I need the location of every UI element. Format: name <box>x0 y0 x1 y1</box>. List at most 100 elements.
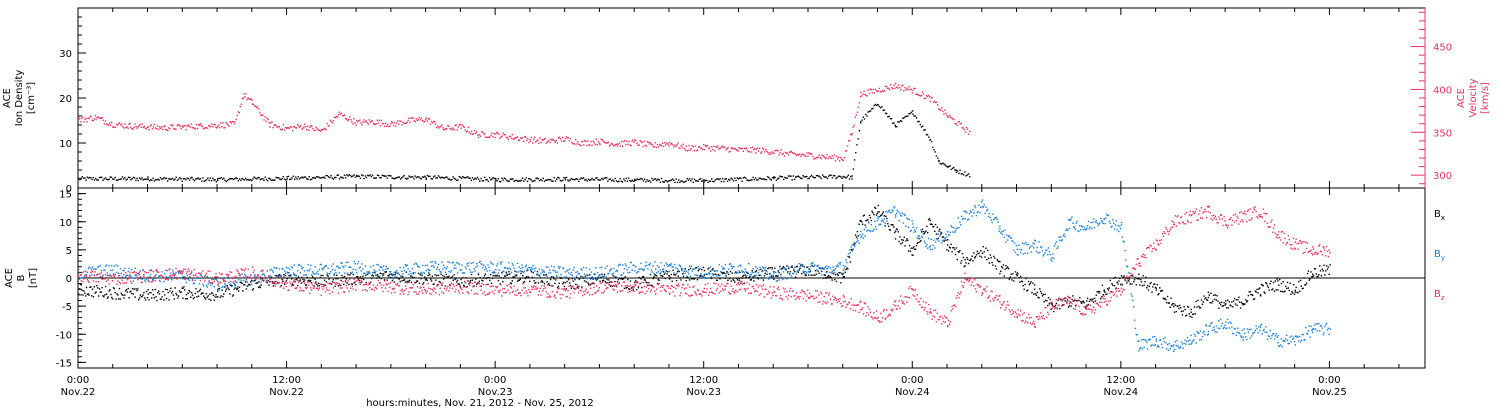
data-point <box>390 273 393 275</box>
data-point <box>967 219 969 221</box>
data-point <box>203 295 205 297</box>
data-point <box>358 120 360 122</box>
data-point <box>832 266 834 268</box>
data-point <box>121 176 124 178</box>
data-point <box>768 278 770 280</box>
data-point <box>608 178 610 181</box>
data-point <box>969 259 971 261</box>
data-point <box>371 120 374 122</box>
data-point <box>808 271 810 273</box>
data-point <box>1002 230 1005 232</box>
data-point <box>1193 333 1196 335</box>
data-point <box>1252 332 1255 334</box>
data-point <box>842 159 845 162</box>
data-point <box>201 292 203 294</box>
data-point <box>1052 253 1054 255</box>
data-point <box>699 147 702 150</box>
x-tick-label-time: 0:00 <box>1318 375 1340 386</box>
data-point <box>537 274 540 276</box>
data-point <box>277 126 279 128</box>
data-point <box>87 177 90 179</box>
data-point <box>490 262 493 265</box>
data-point <box>345 278 348 280</box>
data-point <box>775 280 778 282</box>
data-point <box>337 285 340 287</box>
data-point <box>613 145 615 147</box>
data-point <box>1219 303 1222 306</box>
data-point <box>649 142 652 144</box>
data-point <box>797 154 800 156</box>
data-point <box>272 271 275 273</box>
data-point <box>359 276 361 278</box>
data-point <box>825 277 827 279</box>
data-point <box>296 274 298 277</box>
data-point <box>1242 336 1244 338</box>
data-point <box>477 274 480 276</box>
data-point <box>104 269 106 271</box>
data-point <box>376 119 378 121</box>
data-point <box>881 106 883 108</box>
x-tick-label-time: 12:00 <box>689 375 718 386</box>
data-point <box>309 268 311 270</box>
data-point <box>374 272 376 274</box>
data-point <box>595 138 597 140</box>
data-point <box>909 112 911 115</box>
data-point <box>302 127 304 129</box>
data-point <box>506 179 508 182</box>
data-point <box>739 264 741 266</box>
data-point <box>574 277 576 280</box>
data-point <box>260 270 262 273</box>
data-point <box>875 214 878 216</box>
data-point <box>154 179 157 181</box>
data-point <box>940 231 942 233</box>
data-point <box>187 177 190 180</box>
data-point <box>211 283 214 285</box>
data-point <box>118 178 120 181</box>
data-point <box>171 274 174 276</box>
data-point <box>244 275 247 277</box>
data-point <box>440 125 442 127</box>
data-point <box>535 281 537 284</box>
data-point <box>1197 332 1199 334</box>
data-point <box>184 298 187 300</box>
data-point <box>773 177 775 180</box>
data-point <box>690 148 692 150</box>
data-point <box>1049 253 1051 256</box>
data-point <box>1125 259 1127 261</box>
data-point <box>639 140 641 142</box>
data-point <box>1074 228 1077 231</box>
data-point <box>502 179 504 181</box>
data-point <box>503 267 506 269</box>
data-point <box>748 151 751 153</box>
data-point <box>703 181 705 183</box>
data-point <box>909 250 912 252</box>
data-point <box>202 292 204 294</box>
data-point <box>815 157 817 159</box>
data-point <box>370 277 373 280</box>
data-point <box>782 266 785 268</box>
data-point <box>924 231 926 233</box>
data-point <box>998 260 1000 263</box>
data-point <box>286 278 288 280</box>
data-point <box>834 279 836 281</box>
data-point <box>1017 254 1019 256</box>
data-point <box>975 214 978 217</box>
data-point <box>575 178 577 180</box>
data-point <box>1034 293 1037 295</box>
data-point <box>1047 297 1050 299</box>
data-point <box>217 290 219 292</box>
data-point <box>309 179 312 181</box>
data-point <box>914 115 917 117</box>
data-point <box>608 279 610 281</box>
data-point <box>257 282 259 284</box>
data-point <box>591 276 593 278</box>
data-point <box>131 272 134 274</box>
data-point <box>878 211 880 213</box>
data-point <box>972 208 974 211</box>
data-point <box>688 279 691 281</box>
data-point <box>261 114 263 116</box>
data-point <box>461 282 463 284</box>
data-point <box>806 271 808 273</box>
data-point <box>206 296 208 298</box>
data-point <box>663 181 665 183</box>
